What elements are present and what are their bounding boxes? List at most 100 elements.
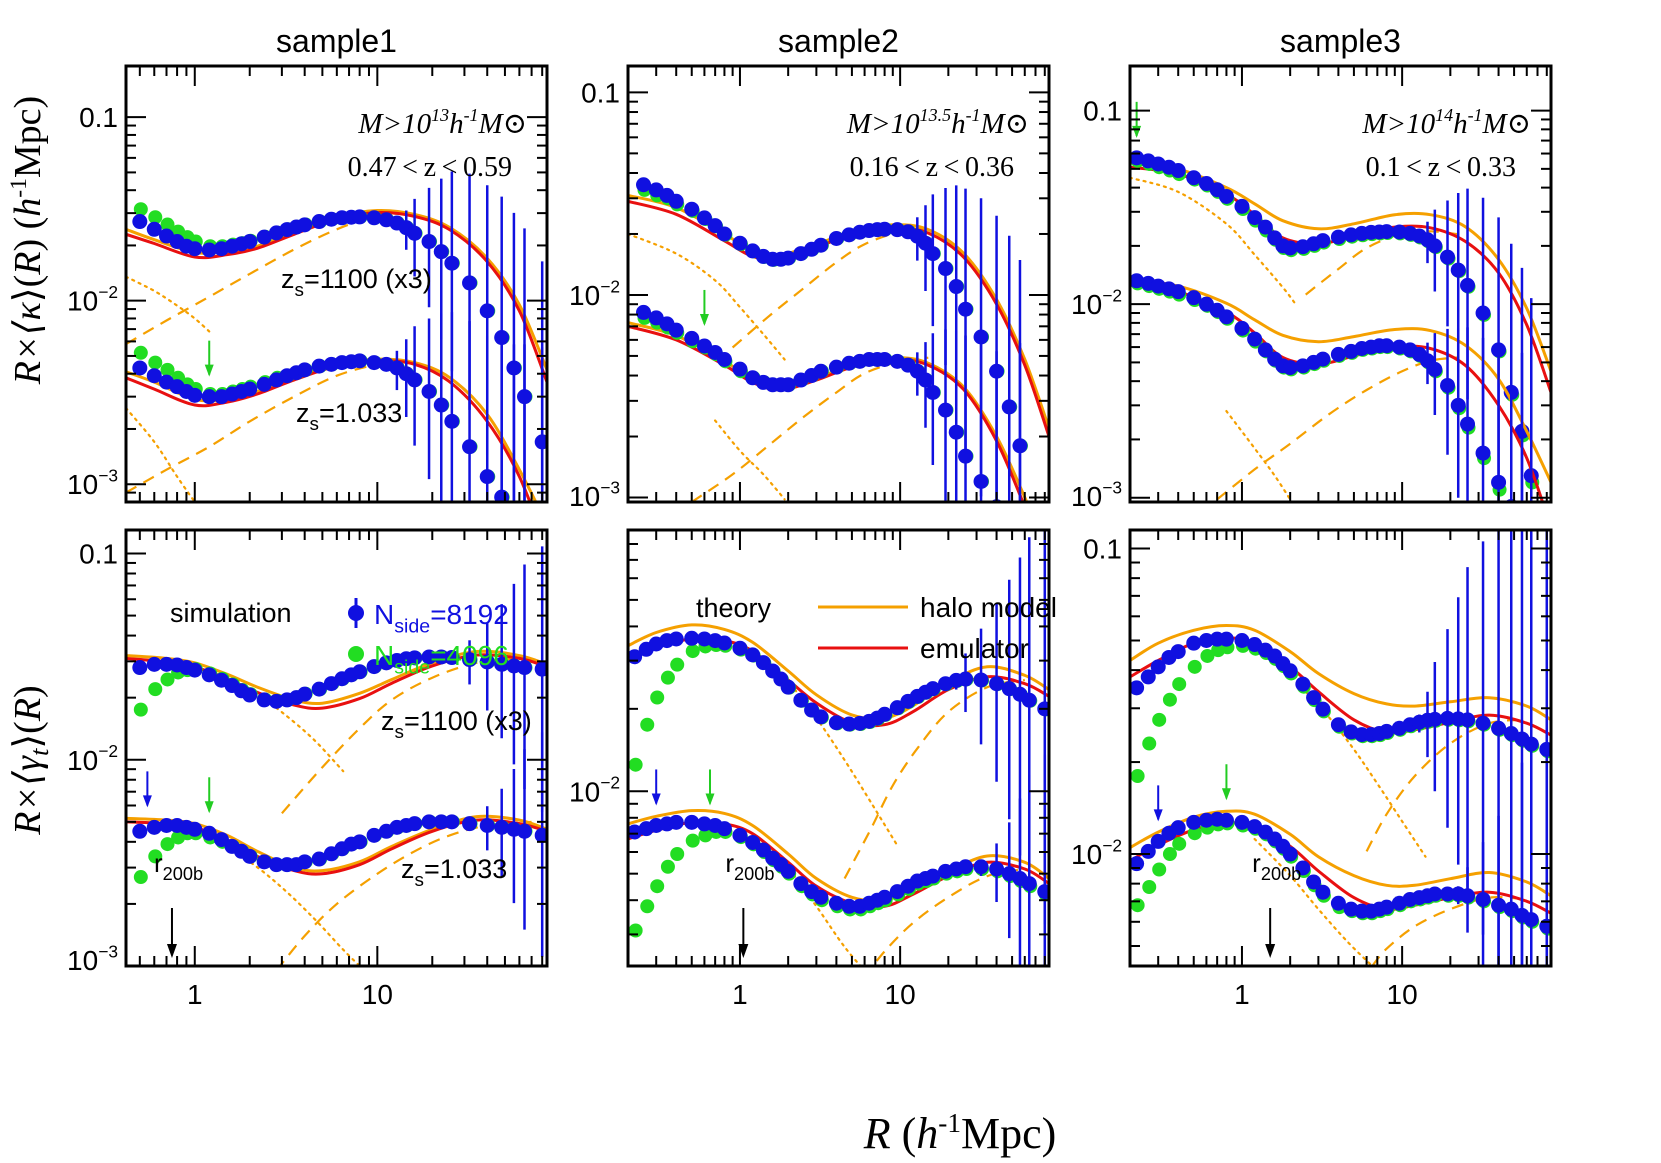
redshift-label: 0.47 < z < 0.59 <box>348 152 512 183</box>
legend-simulation-title: simulation <box>170 598 292 628</box>
n8192-point <box>668 322 684 338</box>
n8192-point <box>242 687 258 703</box>
n8192-point <box>925 868 941 884</box>
n8192-point <box>462 439 478 455</box>
mass-label: M>1013h-1M⊙ <box>357 105 527 140</box>
legend-n4096-marker <box>348 646 364 662</box>
n8192-point <box>1257 342 1273 358</box>
n8192-point <box>877 706 893 722</box>
n8192-point <box>684 201 700 217</box>
y-axis-label-bottom: R×⟨γt⟩(R) <box>7 685 54 835</box>
y-tick-label: 10−3 <box>67 466 118 501</box>
n8192-point <box>1440 377 1456 393</box>
n4096-point <box>660 859 675 874</box>
plot-area <box>628 177 1049 525</box>
n8192-point <box>1186 290 1202 306</box>
n8192-point <box>433 814 449 830</box>
n8192-point <box>1150 659 1166 675</box>
n8192-point <box>1514 509 1529 524</box>
n8192-point <box>433 244 449 260</box>
n8192-point <box>1460 416 1476 432</box>
redshift-label: 0.16 < z < 0.36 <box>850 152 1014 183</box>
n8192-point <box>479 303 495 319</box>
n8192-point <box>1282 846 1298 862</box>
n8192-point <box>732 640 748 656</box>
y-tick-label: 10−3 <box>1071 477 1122 512</box>
n8192-point <box>201 825 217 841</box>
n8192-point <box>716 821 732 837</box>
n4096-point <box>640 717 655 732</box>
n8192-point <box>1002 510 1017 525</box>
n8192-point <box>1330 895 1346 911</box>
n8192-point <box>636 304 652 320</box>
n8192-point <box>479 654 495 670</box>
y-tick-label: 0.1 <box>581 77 620 108</box>
n8192-point <box>297 686 313 702</box>
n8192-point <box>1330 346 1346 362</box>
n8192-point <box>1150 833 1166 849</box>
n4096-point <box>685 833 700 848</box>
n4096-point <box>1162 692 1177 707</box>
n8192-point <box>1539 741 1551 757</box>
scale-cut-arrow-head <box>699 313 709 326</box>
redshift-label: 0.1 < z < 0.33 <box>1366 152 1516 183</box>
n8192-point <box>242 848 258 864</box>
n8192-point <box>938 261 954 277</box>
y-tick-label: 0.1 <box>1083 534 1122 565</box>
two-halo-term-line <box>871 867 1026 966</box>
n4096-point <box>160 672 175 687</box>
n8192-point <box>366 210 382 226</box>
n8192-point <box>1021 692 1037 708</box>
x-tick-label: 10 <box>362 979 393 1010</box>
y-tick-label: 10−2 <box>1071 835 1122 870</box>
n8192-point <box>973 329 989 345</box>
n8192-point <box>628 824 643 840</box>
n8192-point <box>506 505 521 520</box>
n4096-point <box>685 644 700 659</box>
n8192-point <box>256 229 272 245</box>
n8192-point <box>780 250 796 266</box>
n8192-point <box>696 338 712 354</box>
n8192-point <box>1306 690 1322 706</box>
n8192-point <box>1475 305 1491 321</box>
n8192-point <box>242 381 258 397</box>
n8192-point <box>256 376 272 392</box>
n8192-point <box>780 679 796 695</box>
n8192-point <box>297 362 313 378</box>
n8192-point <box>1523 912 1539 928</box>
n8192-point <box>1170 163 1186 179</box>
n8192-point <box>813 363 829 379</box>
n8192-point <box>780 377 796 393</box>
legend-halo-model-label: halo model <box>920 592 1057 623</box>
n4096-point <box>1200 648 1215 663</box>
n4096-point <box>650 690 665 705</box>
n8192-point <box>877 352 893 368</box>
n8192-point <box>132 660 148 676</box>
n8192-point <box>352 209 368 225</box>
n8192-point <box>1427 711 1443 727</box>
n8192-point <box>1247 210 1263 226</box>
n8192-point <box>1440 886 1456 902</box>
n4096-point <box>670 657 685 672</box>
n8192-point <box>297 217 313 233</box>
n8192-point <box>828 895 844 911</box>
n8192-point <box>1140 669 1156 685</box>
n8192-point <box>925 681 941 697</box>
n8192-point <box>444 814 460 830</box>
legend-n8192-marker <box>348 605 364 621</box>
n4096-point <box>148 849 163 864</box>
n8192-point <box>187 662 203 678</box>
n8192-point <box>973 859 989 875</box>
n4096-point <box>660 670 675 685</box>
n8192-point <box>517 660 533 676</box>
n8192-point <box>311 851 327 867</box>
n8192-point <box>732 827 748 843</box>
halo-model-line <box>628 321 1029 502</box>
n4096-point <box>148 210 163 225</box>
one-halo-term-line <box>1253 837 1374 966</box>
n8192-point <box>366 355 382 371</box>
panel-3: 0.1 10−2 10−3 sample3 M>1014h-1M⊙ 0.1 < z < 0… <box>1071 23 1553 524</box>
n8192-point <box>479 469 495 485</box>
n8192-point <box>1282 360 1298 376</box>
